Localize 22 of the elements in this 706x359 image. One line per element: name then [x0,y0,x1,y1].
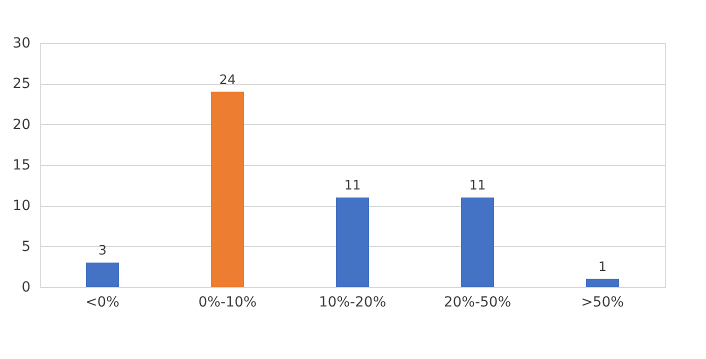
data-label: 24 [219,72,236,88]
y-tick-label: 5 [22,238,30,255]
bar [461,198,494,287]
data-label: 1 [598,260,607,275]
y-tick-label: 0 [22,280,30,296]
bar [336,198,369,287]
y-tick-label: 10 [12,198,30,214]
data-label: 3 [98,244,107,259]
bar [586,278,619,287]
y-tick-label: 25 [12,76,30,92]
bar [211,92,244,287]
data-label: 11 [469,178,486,194]
x-tick-label: 10%-20% [318,294,386,310]
x-tick-label: >50% [581,294,624,310]
x-tick-label: 0%-10% [198,294,257,310]
y-tick-label: 20 [12,116,30,133]
y-tick-label: 15 [12,158,30,174]
data-label: 11 [344,178,361,194]
bar [86,262,119,287]
x-tick-label: <0% [86,294,120,310]
x-tick-label: 20%-50% [444,294,512,310]
y-tick-label: 30 [12,36,30,52]
